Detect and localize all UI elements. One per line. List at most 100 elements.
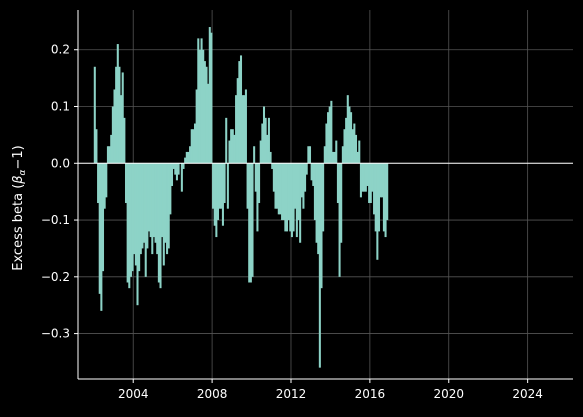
- bar: [106, 146, 109, 164]
- bar: [195, 89, 198, 164]
- bar: [259, 140, 262, 164]
- bar-layer: [93, 27, 389, 368]
- bar: [377, 163, 381, 232]
- bar: [116, 44, 119, 164]
- bar: [97, 163, 100, 204]
- bar: [336, 163, 339, 204]
- bar: [154, 163, 157, 243]
- bar: [233, 134, 236, 164]
- bar: [249, 163, 252, 283]
- bar: [325, 123, 328, 164]
- bar: [307, 146, 310, 164]
- bar: [384, 163, 387, 238]
- bar: [302, 163, 305, 209]
- bar: [379, 163, 382, 198]
- x-tick-label: 2004: [118, 387, 149, 401]
- bar: [285, 163, 289, 232]
- bar: [198, 49, 201, 164]
- bar: [271, 163, 274, 169]
- bar: [200, 38, 203, 164]
- bar: [335, 140, 338, 164]
- bar: [147, 163, 151, 232]
- bar: [348, 106, 351, 164]
- bar: [358, 140, 361, 164]
- bar: [320, 163, 323, 289]
- bar: [220, 163, 223, 209]
- bar: [359, 163, 362, 198]
- bar: [93, 66, 96, 164]
- bar: [216, 163, 220, 221]
- bar: [269, 151, 272, 164]
- y-tick-label: 0.1: [51, 100, 70, 114]
- bar: [215, 163, 218, 238]
- x-tick-label: 2012: [276, 387, 307, 401]
- bar: [128, 163, 131, 289]
- bar: [289, 163, 292, 232]
- bar: [166, 163, 169, 255]
- bar: [350, 112, 353, 164]
- bar: [123, 117, 126, 164]
- bar: [284, 163, 287, 232]
- bar: [110, 134, 113, 164]
- bar: [175, 163, 178, 181]
- bar: [207, 83, 210, 164]
- bar: [305, 163, 308, 175]
- x-tick-label: 2020: [433, 387, 464, 401]
- bar: [346, 95, 349, 164]
- bar: [180, 163, 183, 192]
- bar: [115, 66, 118, 164]
- bar: [266, 134, 269, 164]
- bar: [98, 163, 101, 294]
- bar: [164, 163, 167, 243]
- bar: [197, 38, 200, 164]
- bar: [292, 163, 295, 232]
- bar: [170, 163, 174, 186]
- bar: [281, 163, 284, 221]
- bar: [144, 163, 147, 277]
- bar: [208, 27, 211, 164]
- bar: [228, 140, 231, 164]
- bar: [126, 163, 129, 283]
- bar: [330, 100, 333, 164]
- bar: [328, 106, 331, 164]
- bar: [366, 163, 369, 186]
- bar: [113, 89, 116, 164]
- bar: [267, 117, 270, 164]
- bar: [310, 163, 313, 181]
- x-tick-label: 2008: [197, 387, 228, 401]
- bar: [151, 163, 154, 255]
- bar: [272, 163, 275, 192]
- bar: [111, 106, 114, 164]
- y-tick-label: −0.2: [41, 270, 70, 284]
- bar: [254, 163, 257, 192]
- bar: [256, 163, 259, 232]
- bar: [363, 163, 366, 192]
- bar: [239, 55, 243, 164]
- bar: [253, 146, 256, 164]
- bar: [312, 163, 315, 186]
- bar: [141, 163, 144, 249]
- tick-layer: 2004 2008 2012 2016 2020 2024 −0.3 −0.2 −0.1 0.0 0…: [41, 43, 543, 401]
- bar: [295, 163, 298, 238]
- bar: [124, 163, 128, 204]
- bar: [193, 123, 197, 164]
- bar: [277, 163, 280, 215]
- bar: [345, 117, 348, 164]
- bar: [274, 163, 277, 209]
- bar: [243, 95, 246, 164]
- bar: [189, 146, 192, 164]
- bar: [361, 163, 364, 192]
- bar: [354, 134, 358, 164]
- bar: [300, 163, 303, 198]
- bar: [364, 163, 367, 192]
- bar: [157, 163, 160, 283]
- y-axis-label: Excess beta (βα−1): [11, 145, 28, 271]
- bar: [313, 163, 316, 221]
- bar: [304, 163, 307, 192]
- bar: [338, 163, 341, 277]
- bar: [218, 163, 221, 209]
- bar: [356, 151, 359, 164]
- bar: [236, 78, 239, 164]
- axis-layer: [77, 10, 573, 380]
- bar: [105, 163, 108, 198]
